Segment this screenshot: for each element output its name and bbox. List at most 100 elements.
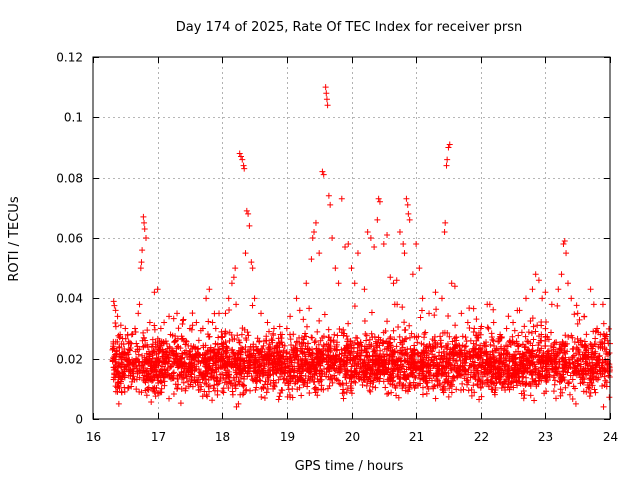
- data-point: [208, 367, 215, 374]
- data-point: [523, 349, 530, 356]
- data-point: [487, 351, 494, 358]
- data-point: [135, 310, 142, 317]
- data-point: [426, 310, 433, 317]
- data-point: [355, 361, 362, 368]
- data-point: [485, 383, 492, 390]
- data-point: [212, 352, 219, 359]
- data-point: [427, 361, 434, 368]
- data-point: [558, 271, 565, 278]
- data-point: [322, 347, 329, 354]
- data-point: [278, 353, 285, 360]
- grid-lines: [93, 57, 610, 419]
- data-point: [393, 392, 400, 399]
- data-point: [463, 343, 470, 350]
- data-point: [306, 346, 313, 353]
- data-point: [129, 370, 136, 377]
- data-point: [441, 365, 448, 372]
- data-point: [489, 386, 496, 393]
- data-point: [201, 380, 208, 387]
- data-point: [261, 394, 268, 401]
- data-point: [226, 337, 233, 344]
- data-point: [527, 318, 534, 325]
- data-point: [241, 165, 248, 172]
- data-point: [472, 365, 479, 372]
- data-point: [487, 378, 494, 385]
- data-point: [443, 356, 450, 363]
- data-point: [257, 370, 264, 377]
- data-point: [406, 334, 413, 341]
- data-point: [125, 366, 132, 373]
- data-point: [556, 361, 563, 368]
- data-point: [277, 331, 284, 338]
- data-point: [138, 363, 145, 370]
- data-point: [110, 345, 117, 352]
- data-point: [319, 168, 326, 175]
- data-point: [551, 381, 558, 388]
- data-point: [359, 381, 366, 388]
- data-point: [492, 384, 499, 391]
- data-point: [485, 325, 492, 332]
- data-point: [318, 376, 325, 383]
- data-point: [376, 342, 383, 349]
- data-point: [448, 367, 455, 374]
- data-point: [351, 374, 358, 381]
- data-point: [324, 102, 331, 109]
- data-point: [124, 385, 131, 392]
- data-point: [253, 347, 260, 354]
- data-point: [192, 366, 199, 373]
- data-point: [209, 397, 216, 404]
- data-point: [583, 355, 590, 362]
- data-point: [267, 357, 274, 364]
- data-point: [145, 377, 152, 384]
- data-point: [309, 235, 316, 241]
- data-point: [125, 340, 132, 347]
- data-point: [274, 355, 281, 362]
- data-point: [528, 330, 535, 337]
- data-point: [549, 367, 556, 374]
- data-point: [347, 338, 354, 345]
- data-point: [417, 314, 424, 321]
- data-point: [399, 351, 406, 358]
- data-point: [182, 387, 189, 394]
- data-point: [157, 342, 164, 349]
- data-point: [250, 343, 257, 350]
- data-point: [351, 303, 358, 310]
- data-point: [398, 347, 405, 354]
- data-point: [405, 210, 412, 217]
- data-point: [312, 219, 319, 226]
- data-point: [552, 366, 559, 373]
- data-point: [145, 386, 152, 393]
- data-point: [380, 241, 387, 248]
- data-point: [219, 341, 226, 348]
- data-point: [589, 359, 596, 366]
- data-point: [309, 350, 316, 357]
- data-point: [603, 331, 610, 338]
- data-point: [177, 400, 184, 407]
- data-point: [411, 350, 418, 357]
- data-point: [186, 364, 193, 371]
- data-point: [368, 330, 375, 337]
- data-point: [513, 338, 520, 345]
- data-point: [237, 356, 244, 363]
- data-point: [377, 371, 384, 378]
- y-tick-labels: 0 0.02 0.04 0.06 0.08 0.1 0.12: [56, 51, 83, 427]
- data-point: [321, 311, 328, 318]
- data-point: [430, 354, 437, 361]
- data-point: [331, 331, 338, 338]
- data-point: [489, 336, 496, 343]
- data-point: [369, 367, 376, 374]
- data-point: [148, 399, 155, 406]
- data-point: [341, 390, 348, 397]
- x-tick-labels: 16 17 18 19 20 21 22 23 24: [86, 430, 618, 444]
- data-point: [587, 286, 594, 293]
- data-point: [396, 228, 403, 235]
- data-point: [408, 349, 415, 356]
- data-point: [496, 337, 503, 344]
- data-point: [113, 348, 120, 355]
- data-point: [521, 391, 528, 398]
- data-point: [225, 295, 232, 302]
- data-point: [591, 354, 598, 361]
- data-point: [431, 337, 438, 344]
- data-point: [270, 332, 277, 339]
- data-point: [477, 331, 484, 338]
